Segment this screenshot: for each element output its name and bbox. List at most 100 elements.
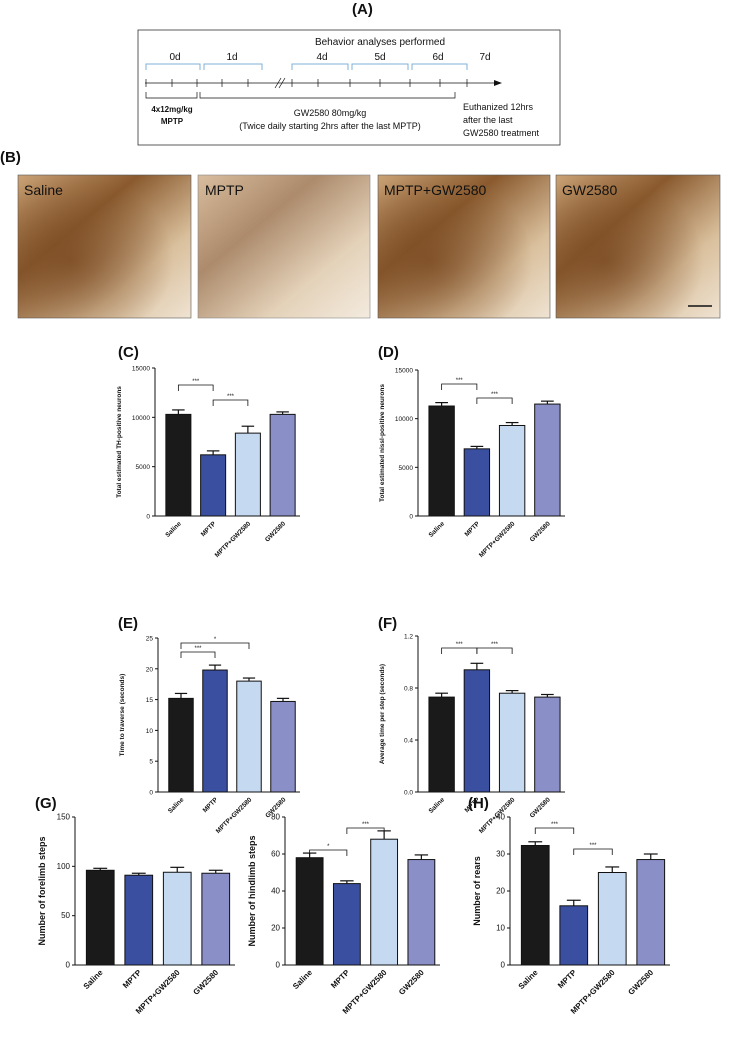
x-tick-label: GW2580 <box>191 968 220 997</box>
y-tick-label: 40 <box>271 887 280 896</box>
timeline-box <box>137 29 561 146</box>
significance-label: *** <box>192 379 200 385</box>
y-axis-label: Number of rears <box>472 856 482 926</box>
bar <box>236 680 262 793</box>
panel-label: (F) <box>378 615 397 632</box>
x-tick-label: Saline <box>428 520 447 539</box>
y-tick-label: 50 <box>61 911 70 920</box>
x-tick-label: MPTP+GW2580 <box>215 796 254 835</box>
bar <box>234 432 261 517</box>
significance-bracket <box>441 647 478 654</box>
day-label: 6d <box>432 52 443 63</box>
bar <box>498 692 526 793</box>
bar <box>534 403 561 517</box>
bar <box>428 696 455 793</box>
significance-bracket <box>180 651 216 658</box>
timeline-heading: Behavior analyses performed <box>315 37 445 48</box>
bar <box>520 844 550 966</box>
significance-label: *** <box>456 642 464 648</box>
y-tick-label: 100 <box>57 862 71 871</box>
y-tick-label: 20 <box>271 924 280 933</box>
panel-label: (G) <box>35 795 57 812</box>
bar <box>168 697 194 793</box>
endpoint-label: GW2580 treatment <box>463 128 540 138</box>
significance-label: *** <box>491 642 499 648</box>
day-label: 7d <box>479 52 490 63</box>
micrographs <box>17 174 721 319</box>
significance-label: *** <box>456 378 464 384</box>
x-tick-label: Saline <box>164 520 183 539</box>
bar <box>295 857 324 966</box>
y-tick-label: 10 <box>496 924 505 933</box>
bar <box>165 413 192 517</box>
significance-bracket <box>309 849 348 856</box>
y-axis-label: Time to traverse (seconds) <box>119 674 126 757</box>
micrograph-label: Saline <box>24 182 63 198</box>
y-tick-label: 0 <box>146 514 150 521</box>
y-tick-label: 5 <box>149 759 153 766</box>
y-axis-label: Total estimated TH-positive neurons <box>116 386 123 498</box>
x-tick-label: MPTP+GW2580 <box>214 520 253 559</box>
micrograph-label: MPTP <box>205 182 244 198</box>
y-axis-label: Average time per step (seconds) <box>379 664 386 764</box>
bar <box>85 869 115 966</box>
bar <box>463 448 491 517</box>
dose-label: 4x12mg/kg <box>151 105 192 114</box>
panel-label: (D) <box>378 344 399 361</box>
significance-bracket <box>180 642 250 649</box>
y-tick-label: 25 <box>146 636 154 643</box>
dose-label: MPTP <box>161 117 184 126</box>
y-tick-label: 0 <box>501 961 506 970</box>
y-tick-label: 20 <box>496 887 505 896</box>
dose-brackets <box>145 92 456 99</box>
bar <box>124 874 154 966</box>
day-label: 1d <box>226 52 237 63</box>
y-tick-label: 150 <box>57 813 71 822</box>
timeline-ticks <box>145 77 468 89</box>
y-tick-label: 15000 <box>132 366 150 373</box>
x-tick-label: MPTP <box>121 968 144 991</box>
x-tick-label: MPTP <box>202 796 220 814</box>
x-tick-label: GW2580 <box>529 796 552 819</box>
significance-label: *** <box>227 394 235 400</box>
significance-bracket <box>177 384 214 391</box>
bar <box>201 872 231 966</box>
bar <box>428 405 455 517</box>
treatment-label: (Twice daily starting 2hrs after the las… <box>239 121 421 131</box>
y-tick-label: 10000 <box>132 415 150 422</box>
y-tick-label: 10000 <box>395 416 413 423</box>
y-tick-label: 0.8 <box>404 686 413 693</box>
x-tick-label: MPTP <box>464 520 482 538</box>
x-tick-label: Saline <box>82 968 105 991</box>
bar <box>370 838 399 966</box>
y-tick-label: 60 <box>271 850 280 859</box>
panel-label: (B) <box>0 149 21 166</box>
y-tick-label: 0.4 <box>404 738 413 745</box>
y-tick-label: 0 <box>276 961 281 970</box>
x-tick-label: GW2580 <box>626 968 655 997</box>
y-tick-label: 40 <box>496 813 505 822</box>
y-tick-label: 5000 <box>136 464 151 471</box>
y-tick-label: 0 <box>409 514 413 521</box>
significance-bracket <box>573 848 613 855</box>
y-tick-label: 80 <box>271 813 280 822</box>
bar <box>162 871 192 966</box>
endpoint-label: after the last <box>463 115 513 125</box>
bar <box>202 669 228 793</box>
x-tick-label: Saline <box>517 968 540 991</box>
significance-label: * <box>327 844 330 850</box>
panel-label: (E) <box>118 615 138 632</box>
y-tick-label: 0 <box>66 961 71 970</box>
panel-label: (C) <box>118 344 139 361</box>
bar <box>597 872 627 966</box>
significance-bracket <box>346 827 385 834</box>
significance-label: * <box>214 637 217 643</box>
significance-bracket <box>212 399 249 406</box>
significance-bracket <box>476 647 513 654</box>
treatment-label: GW2580 80mg/kg <box>294 108 367 118</box>
timeline-arrow <box>494 80 502 86</box>
x-tick-label: GW2580 <box>264 520 287 543</box>
y-axis-label: Number of forelimb steps <box>37 836 47 945</box>
y-tick-label: 0.0 <box>404 790 413 797</box>
